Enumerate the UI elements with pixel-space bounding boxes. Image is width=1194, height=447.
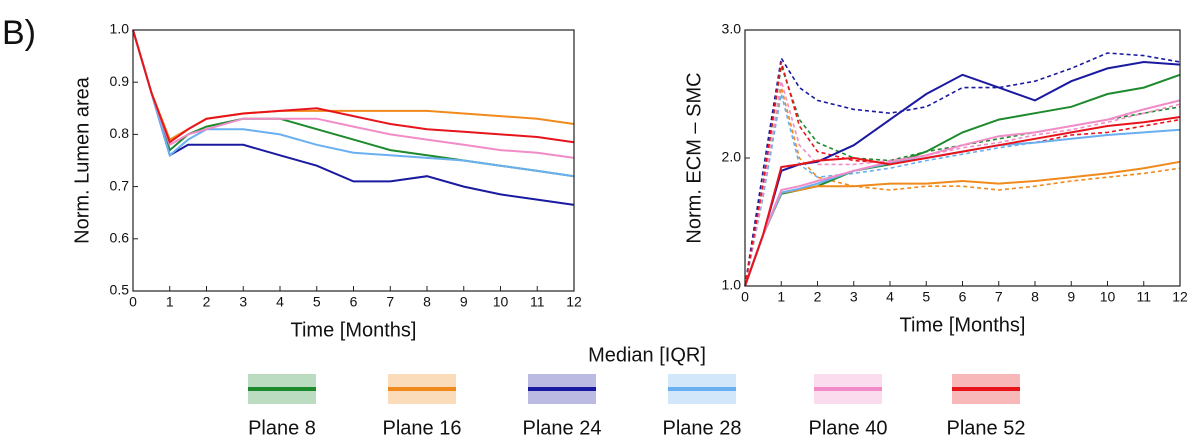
x-tick-label: 2: [814, 289, 822, 305]
y-tick-label: 0.5: [110, 282, 130, 298]
series-line: [132, 29, 575, 178]
series-line: [744, 60, 1181, 287]
y-tick-label: 0.8: [110, 125, 130, 141]
series-line: [744, 160, 1181, 287]
x-tick-label: 5: [922, 289, 930, 305]
y-tick-label: 1.0: [110, 21, 130, 37]
legend-label: Plane 52: [947, 417, 1026, 439]
legend-label: Plane 28: [663, 417, 742, 439]
legend-title: Median [IQR]: [588, 344, 706, 366]
plot-frame: [132, 29, 575, 292]
x-tick-label: 4: [886, 289, 894, 305]
x-tick-label: 1: [777, 289, 785, 305]
x-tick-label: 1: [166, 294, 174, 310]
x-tick-label: 12: [1172, 289, 1188, 305]
y-tick-label: 0.9: [110, 73, 130, 89]
legend-label: Plane 8: [248, 417, 316, 439]
legend-label: Plane 24: [523, 417, 602, 439]
x-tick-label: 7: [995, 289, 1003, 305]
x-tick-label: 4: [276, 294, 284, 310]
series-line: [132, 29, 575, 206]
y-axis-title: Norm. Lumen area: [71, 76, 93, 244]
legend-label: Plane 16: [383, 417, 462, 439]
legend-label: Plane 40: [809, 417, 888, 439]
y-tick-label: 2.0: [722, 149, 742, 165]
series-line: [744, 61, 1181, 287]
series-line: [744, 116, 1181, 287]
x-tick-label: 3: [850, 289, 858, 305]
x-tick-label: 12: [566, 294, 582, 310]
x-axis-title: Time [Months]: [291, 319, 417, 341]
y-tick-label: 3.0: [722, 21, 742, 37]
series-line: [744, 128, 1181, 287]
y-tick-label: 0.6: [110, 230, 130, 246]
x-axis-title: Time [Months]: [900, 314, 1026, 336]
x-tick-label: 8: [1031, 289, 1039, 305]
y-tick-label: 0.7: [110, 177, 130, 193]
x-tick-label: 10: [1100, 289, 1116, 305]
series-line: [744, 99, 1181, 287]
y-tick-label: 1.0: [722, 277, 742, 293]
x-tick-label: 9: [1067, 289, 1075, 305]
x-tick-label: 7: [386, 294, 394, 310]
x-tick-label: 6: [350, 294, 358, 310]
x-tick-label: 6: [959, 289, 967, 305]
x-tick-label: 3: [239, 294, 247, 310]
x-tick-label: 11: [530, 294, 545, 310]
series-line: [132, 29, 575, 144]
series-line: [132, 29, 575, 159]
series-line: [744, 80, 1181, 287]
x-tick-label: 0: [129, 294, 137, 310]
series-line: [132, 29, 575, 178]
y-axis-title: Norm. ECM – SMC: [683, 72, 705, 243]
series-line: [744, 93, 1181, 287]
x-tick-label: 2: [203, 294, 211, 310]
series-line: [744, 87, 1181, 287]
series-line: [744, 52, 1181, 287]
series-line: [132, 29, 575, 142]
x-tick-label: 10: [493, 294, 509, 310]
panel-label: B): [2, 14, 36, 52]
x-tick-label: 8: [423, 294, 431, 310]
plot-frame: [744, 29, 1181, 287]
x-tick-label: 5: [313, 294, 321, 310]
x-tick-label: 9: [460, 294, 468, 310]
series-line: [744, 65, 1181, 287]
x-tick-label: 11: [1136, 289, 1151, 305]
x-tick-label: 0: [741, 289, 749, 305]
